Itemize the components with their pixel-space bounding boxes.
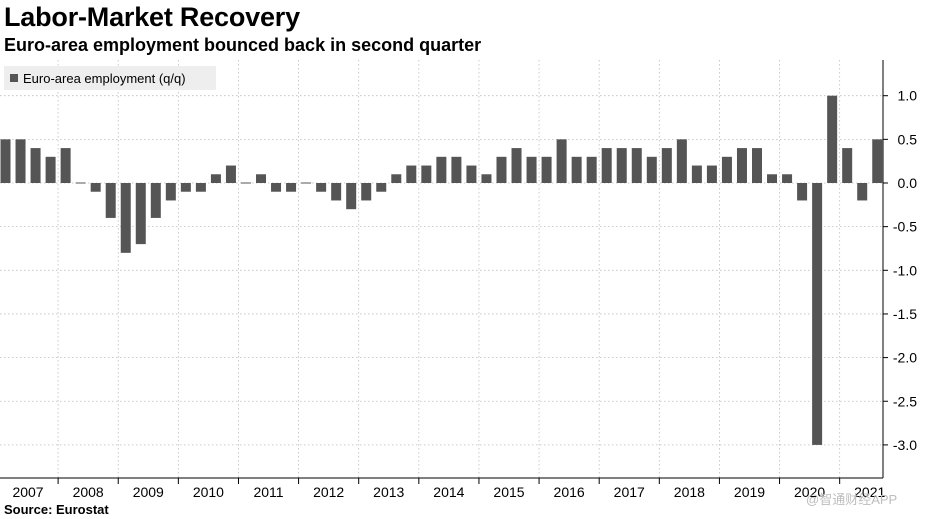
x-tick-label: 2020 xyxy=(794,484,825,500)
bar xyxy=(752,148,762,183)
bar xyxy=(75,182,86,184)
source-note: Source: Eurostat xyxy=(4,502,109,517)
bar xyxy=(421,165,432,183)
y-tick-label: 0.0 xyxy=(898,175,918,191)
bar xyxy=(361,183,372,201)
x-tick-label: 2008 xyxy=(73,484,104,500)
bar xyxy=(165,183,176,201)
bar xyxy=(105,183,116,218)
bar xyxy=(556,139,567,183)
bar xyxy=(316,183,327,192)
axes: 1.0 0.5 0.0 -0.5 -1.0 -1.5 -2.0 -2.5 -3.0 2007 200… xyxy=(0,60,917,500)
bar xyxy=(857,183,868,201)
bar xyxy=(601,148,612,183)
x-tick-label: 2011 xyxy=(253,484,283,500)
bar xyxy=(120,183,131,253)
chart-title: Labor-Market Recovery xyxy=(4,2,300,32)
x-tick-label: 2009 xyxy=(133,484,164,500)
bar xyxy=(240,182,251,184)
bar xyxy=(90,183,101,192)
legend-swatch xyxy=(10,74,18,82)
x-tick-label: 2021 xyxy=(854,484,885,500)
bar xyxy=(661,148,672,183)
y-tick-label: -3.0 xyxy=(893,437,917,453)
bar xyxy=(0,139,11,183)
bar xyxy=(736,148,747,183)
gridlines xyxy=(0,60,883,478)
bar xyxy=(225,165,236,183)
bar xyxy=(812,183,823,445)
chart-subtitle: Euro-area employment bounced back in sec… xyxy=(4,35,482,55)
x-tick-label: 2013 xyxy=(373,484,404,500)
x-tick-label: 2019 xyxy=(734,484,765,500)
y-tick-label: 0.5 xyxy=(898,131,918,147)
y-tick-label: -1.5 xyxy=(893,306,917,322)
bar xyxy=(767,174,778,183)
bars xyxy=(0,95,883,445)
bar xyxy=(135,183,146,245)
bar xyxy=(301,182,312,184)
legend-label: Euro-area employment (q/q) xyxy=(23,70,186,86)
y-tick-label: 1.0 xyxy=(898,88,918,104)
bar xyxy=(676,139,687,183)
bar xyxy=(511,148,522,183)
bar xyxy=(706,165,717,183)
bar xyxy=(195,183,206,192)
y-tick-label: -0.5 xyxy=(893,219,917,235)
bar xyxy=(646,156,657,183)
bar xyxy=(376,183,387,192)
watermark: @智通财经APP xyxy=(806,492,898,507)
bar xyxy=(616,148,627,183)
bar xyxy=(346,183,357,210)
bar xyxy=(721,156,732,183)
x-tick-label: 2007 xyxy=(12,484,43,500)
bar xyxy=(691,165,702,183)
bar xyxy=(391,174,402,183)
x-tick-label: 2015 xyxy=(493,484,524,500)
bar xyxy=(150,183,161,218)
bar xyxy=(782,174,793,183)
bar xyxy=(60,148,71,183)
bar xyxy=(571,156,582,183)
x-tick-label: 2012 xyxy=(313,484,344,500)
bar xyxy=(331,183,342,201)
x-tick-label: 2014 xyxy=(433,484,464,500)
legend: Euro-area employment (q/q) xyxy=(4,66,216,90)
bar xyxy=(15,139,26,183)
y-tick-label: -1.0 xyxy=(893,262,917,278)
bar xyxy=(541,156,552,183)
x-tick-label: 2016 xyxy=(554,484,585,500)
y-tick-label: -2.5 xyxy=(893,393,917,409)
x-tick-label: 2018 xyxy=(674,484,705,500)
bar xyxy=(180,183,191,192)
x-tick-label: 2017 xyxy=(614,484,645,500)
bar xyxy=(436,156,447,183)
bar xyxy=(271,183,282,192)
bar xyxy=(842,148,853,183)
bar xyxy=(30,148,41,183)
bar xyxy=(586,156,597,183)
bar xyxy=(827,95,838,183)
bar xyxy=(286,183,297,192)
bar xyxy=(797,183,808,201)
y-tick-label: -2.0 xyxy=(893,350,917,366)
x-tick-label: 2010 xyxy=(193,484,224,500)
bar xyxy=(631,148,642,183)
bar xyxy=(406,165,417,183)
bar xyxy=(496,156,507,183)
bar xyxy=(872,139,883,183)
bar xyxy=(481,174,492,183)
bar xyxy=(451,156,462,183)
bar xyxy=(210,174,221,183)
bar xyxy=(526,156,537,183)
bar xyxy=(45,156,56,183)
bar xyxy=(256,174,267,183)
bar xyxy=(466,165,477,183)
